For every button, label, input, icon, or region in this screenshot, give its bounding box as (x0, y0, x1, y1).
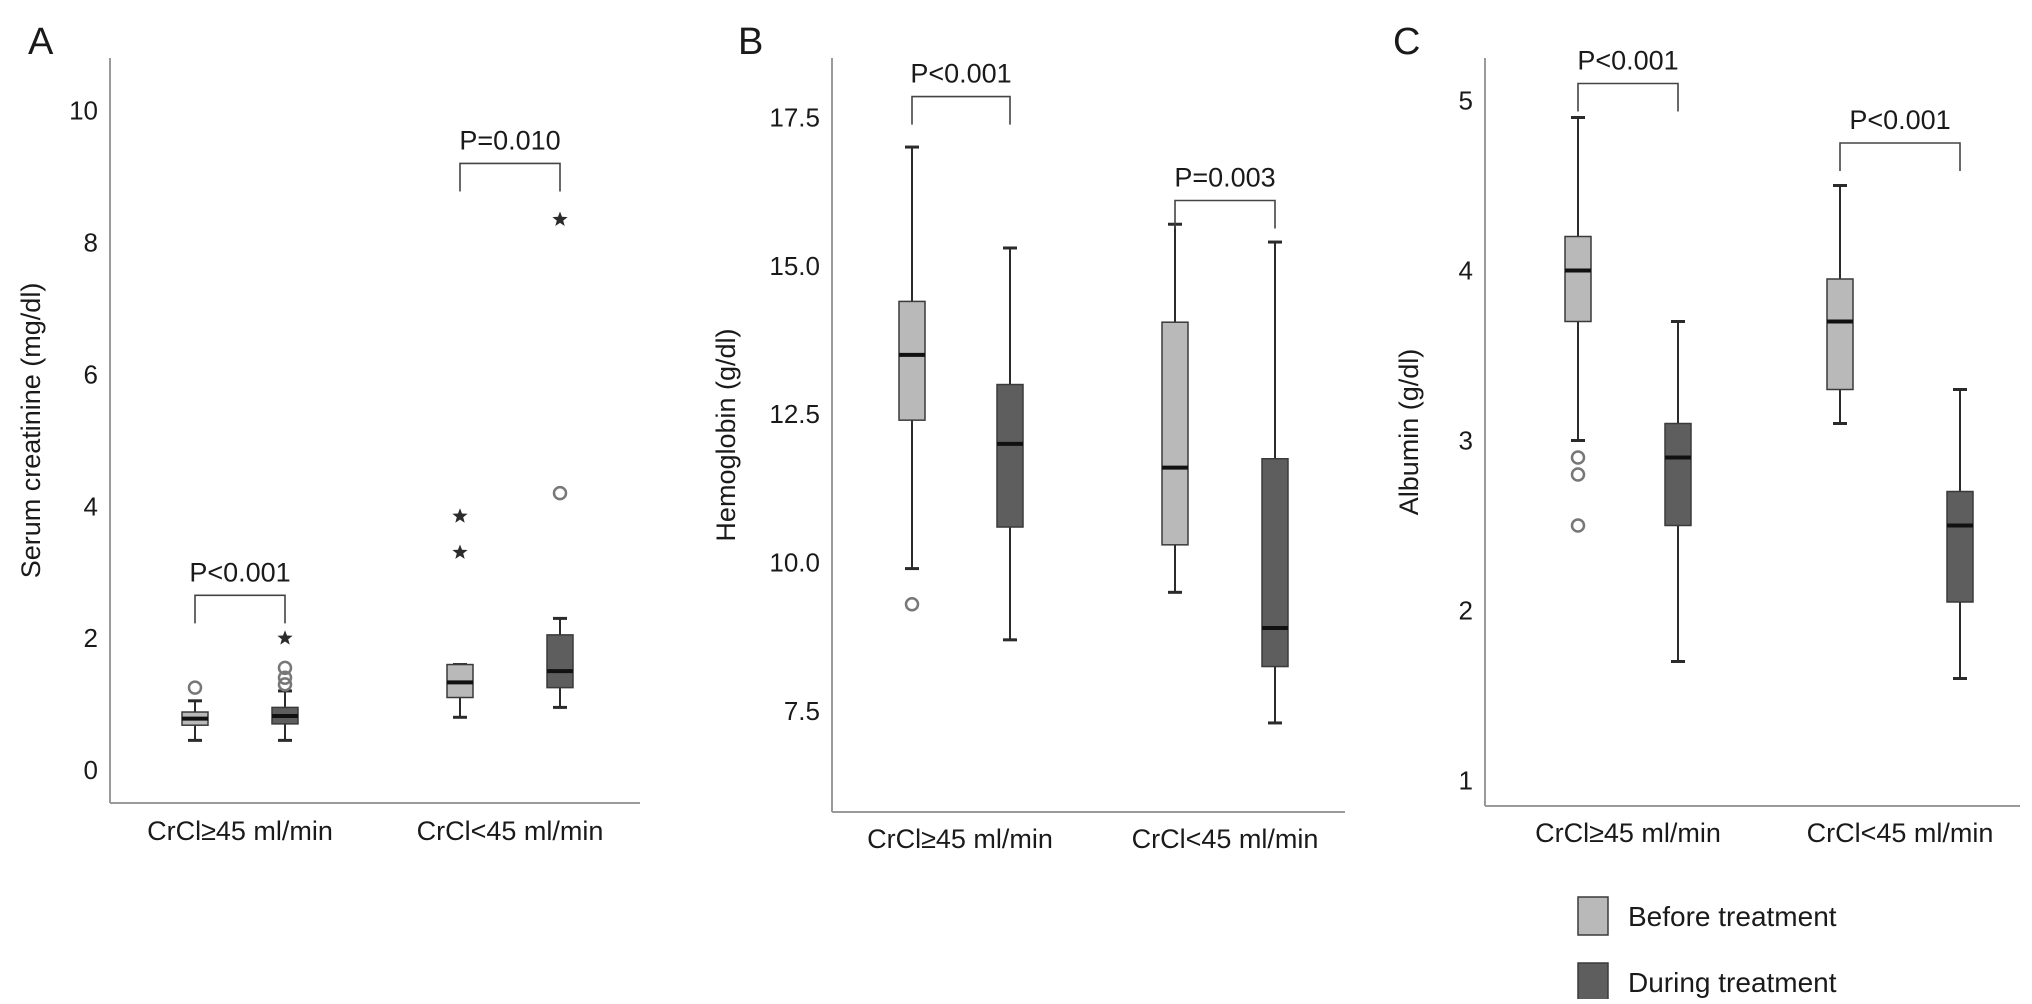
outlier-circle (904, 596, 920, 612)
y-tick-label: 2 (1459, 596, 1473, 626)
legend-label: Before treatment (1628, 901, 1837, 932)
box-before (898, 145, 926, 612)
box-during (271, 630, 299, 742)
significance-bracket (194, 594, 286, 624)
outlier-circle (1570, 467, 1586, 482)
y-tick-label: 12.5 (769, 399, 820, 429)
box-iqr (1664, 422, 1692, 527)
y-axis-title: Albumin (g/dl) (1394, 349, 1424, 516)
significance-bracket (459, 162, 561, 192)
outlier-circle (277, 670, 293, 685)
box-before (1161, 222, 1189, 594)
panel-c: C 1 2 3 4 5 Albumin (g/dl) CrCl≥45 ml/min CrCl<4… (1393, 21, 2020, 848)
box-before (446, 508, 474, 719)
y-axis-title: Serum creatinine (mg/dl) (16, 283, 46, 579)
significance-annotation: P=0.003 (1174, 162, 1276, 229)
significance-bracket (1174, 199, 1276, 229)
x-category-label: CrCl<45 ml/min (1807, 818, 1994, 848)
x-category-label: CrCl<45 ml/min (417, 816, 604, 846)
y-tick-label: 0 (84, 755, 98, 785)
p-value-label: P=0.010 (459, 125, 560, 155)
box-iqr (1946, 490, 1974, 603)
box-during (1946, 388, 1974, 680)
p-value-label: P<0.001 (910, 59, 1011, 89)
y-tick-label: 5 (1459, 86, 1473, 116)
box-iqr (1261, 457, 1289, 668)
box-iqr (996, 383, 1024, 528)
legend-swatch (1577, 962, 1609, 1002)
panel-label: C (1393, 21, 1420, 63)
y-tick-label: 7.5 (784, 696, 820, 726)
box-during (1664, 320, 1692, 663)
y-tick-label: 8 (84, 228, 98, 258)
box-before (1826, 184, 1854, 425)
outlier-circle (1570, 450, 1586, 465)
panel-a: A 0 2 4 6 8 10 Serum creatinine (mg/dl) CrCl≥45 … (16, 21, 640, 846)
y-tick-label: 2 (84, 623, 98, 653)
box-during (1261, 240, 1289, 725)
x-category-label: CrCl≥45 ml/min (147, 816, 333, 846)
outlier-star (277, 630, 293, 645)
panel-label: A (28, 21, 54, 63)
p-value-label: P<0.001 (189, 557, 290, 587)
outlier-star (552, 211, 568, 226)
y-axis-title: Hemoglobin (g/dl) (711, 328, 741, 541)
y-tick-label: 10 (69, 96, 98, 126)
significance-annotation: P<0.001 (1577, 46, 1679, 112)
box-iqr (1161, 321, 1189, 546)
significance-annotation: P<0.001 (910, 59, 1012, 125)
outlier-star (452, 508, 468, 523)
box-before (1564, 116, 1592, 533)
p-value-label: P=0.003 (1174, 162, 1275, 192)
panel-label: B (738, 21, 763, 63)
box-iqr (898, 300, 926, 421)
box-during (996, 246, 1024, 642)
y-tick-label: 10.0 (769, 548, 820, 578)
x-category-label: CrCl≥45 ml/min (867, 824, 1053, 854)
outlier-star (452, 544, 468, 559)
significance-bracket (911, 95, 1011, 125)
significance-bracket (1839, 142, 1961, 171)
legend-label: During treatment (1628, 967, 1837, 998)
significance-annotation: P=0.010 (459, 125, 561, 192)
p-value-label: P<0.001 (1577, 46, 1678, 76)
legend-swatch (1577, 896, 1609, 936)
y-tick-label: 17.5 (769, 102, 820, 132)
y-tick-label: 4 (84, 491, 98, 521)
outlier-circle (187, 680, 203, 695)
x-category-label: CrCl≥45 ml/min (1535, 818, 1721, 848)
panel-b: B 7.5 10.0 12.5 15.0 17.5 Hemoglobin (g/dl) CrC… (711, 21, 1345, 854)
outlier-circle (277, 660, 293, 676)
legend: Before treatment During treatment (1577, 896, 1837, 1002)
y-tick-label: 4 (1459, 256, 1473, 286)
y-tick-label: 15.0 (769, 251, 820, 281)
outlier-circle (277, 677, 293, 692)
outlier-circle (1570, 518, 1586, 533)
outlier-circle (552, 485, 568, 501)
box-iqr (1564, 235, 1592, 323)
p-value-label: P<0.001 (1849, 105, 1950, 135)
y-tick-label: 3 (1459, 426, 1473, 456)
box-iqr (1826, 278, 1854, 391)
significance-bracket (1577, 82, 1679, 112)
box-iqr (546, 634, 574, 689)
box-before (181, 680, 209, 742)
y-tick-label: 1 (1459, 766, 1473, 796)
y-tick-label: 6 (84, 359, 98, 389)
significance-annotation: P<0.001 (1839, 105, 1961, 171)
box-during (546, 211, 574, 709)
significance-annotation: P<0.001 (189, 557, 291, 624)
x-category-label: CrCl<45 ml/min (1132, 824, 1319, 854)
